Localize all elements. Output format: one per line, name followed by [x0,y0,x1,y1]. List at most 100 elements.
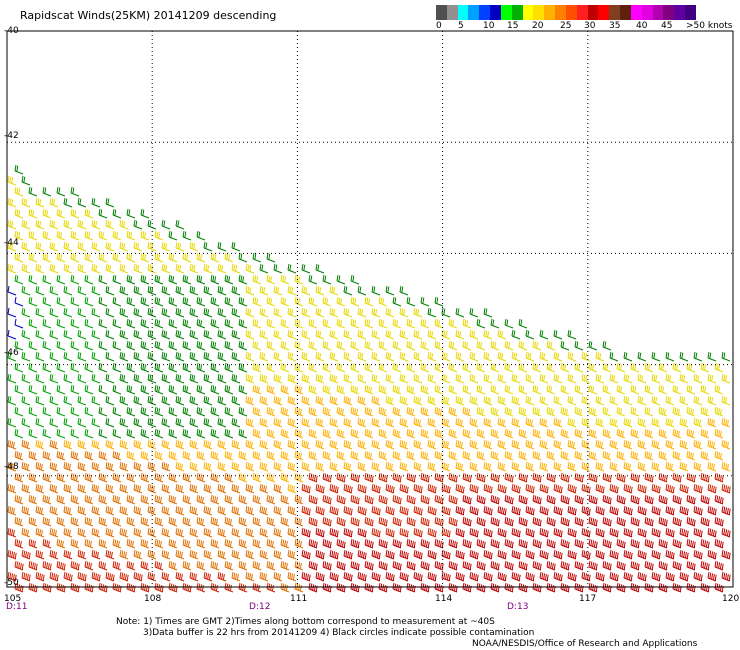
wind-barb [161,483,171,494]
wind-barb [42,406,52,417]
wind-barb [294,362,304,373]
wind-barb [273,571,283,582]
wind-barb [231,263,241,274]
wind-barb [231,285,241,296]
colorbar-swatch [609,5,621,20]
wind-barb [483,329,493,340]
wind-barb [427,307,437,318]
wind-barb [588,516,598,527]
wind-barb [245,285,255,296]
wind-barb [252,494,262,505]
wind-barb [91,329,101,340]
wind-barb [427,549,437,560]
wind-barb [665,505,675,516]
wind-barb [364,494,374,505]
wind-barb [126,538,136,549]
wind-barb [161,417,171,428]
wind-barb [364,516,374,527]
wind-barb [126,318,136,329]
wind-barb [105,307,115,318]
wind-barb [630,538,640,549]
wind-barb [406,406,416,417]
wind-barb [371,373,381,384]
wind-barb [224,560,234,571]
wind-barb [245,395,255,406]
wind-barb [49,219,59,230]
wind-barb [49,395,59,406]
wind-barb [7,219,17,230]
wind-barb [497,373,507,384]
wind-barb [49,527,59,538]
wind-barb [686,472,696,483]
wind-barb [259,461,269,472]
wind-barb [329,439,339,450]
wind-barb [119,395,129,406]
wind-barb [504,538,514,549]
wind-barb [462,560,472,571]
wind-barb [392,560,402,571]
wind-barb [399,549,409,560]
wind-barb [63,307,73,318]
wind-barb [679,461,689,472]
wind-barb [511,505,521,516]
wind-barb [588,428,598,439]
wind-barb [196,450,206,461]
wind-barb [266,560,276,571]
wind-barb [497,417,507,428]
wind-barb [287,461,297,472]
wind-barb [182,362,192,373]
wind-barb [553,373,563,384]
colorbar-label: 0 [436,21,442,31]
wind-barb [154,318,164,329]
wind-barb [70,450,80,461]
wind-barb [35,505,45,516]
wind-barb [427,351,437,362]
wind-barb [14,494,24,505]
wind-barb [511,373,521,384]
wind-barb [595,505,605,516]
wind-barb [518,318,528,329]
wind-barb [301,549,311,560]
colorbar-label: 10 [483,21,495,31]
wind-barb [105,439,115,450]
wind-barb [21,505,31,516]
wind-barb [651,571,661,582]
wind-barb [378,538,388,549]
wind-barb [119,483,129,494]
wind-barb [672,560,682,571]
wind-barb [224,406,234,417]
wind-barb [539,549,549,560]
wind-barb [77,483,87,494]
wind-barb [98,516,108,527]
wind-barb [336,362,346,373]
wind-barb [385,351,395,362]
wind-barb [168,318,178,329]
wind-barb [91,439,101,450]
wind-barb [63,395,73,406]
wind-barb [35,571,45,582]
wind-barb [91,483,101,494]
wind-barb [259,351,269,362]
wind-barb [280,494,290,505]
wind-barb [154,296,164,307]
wind-barb [420,340,430,351]
wind-barb [84,560,94,571]
wind-barb [252,340,262,351]
wind-barb [462,494,472,505]
wind-barb [378,406,388,417]
wind-barb [700,428,710,439]
wind-barb [7,351,17,362]
wind-barb [21,285,31,296]
wind-barb [245,571,255,582]
wind-barb [644,428,654,439]
wind-barb [210,428,220,439]
wind-barb [266,450,276,461]
wind-barb [98,208,108,219]
wind-barb [308,384,318,395]
wind-barb [560,428,570,439]
wind-barb [483,351,493,362]
wind-barb [21,175,31,186]
wind-barb [56,274,66,285]
wind-barb [196,516,206,527]
wind-barb [210,560,220,571]
